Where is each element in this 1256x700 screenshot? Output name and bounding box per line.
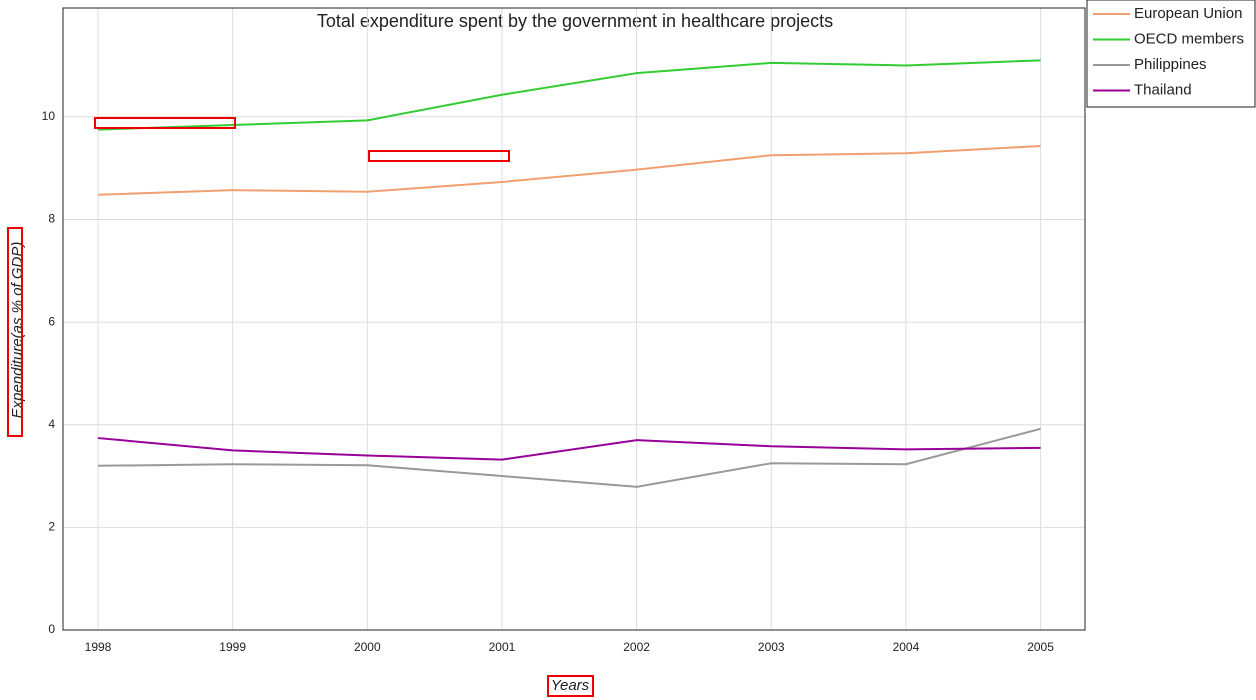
highlight-box xyxy=(368,150,510,162)
y-tick-label: 6 xyxy=(48,314,55,328)
legend: European Union OECD members Philippines Tha… xyxy=(1093,5,1244,98)
y-tick-label: 0 xyxy=(48,622,55,636)
x-tick-label: 2000 xyxy=(354,640,381,654)
grid xyxy=(63,8,1085,631)
y-axis-title: Expenditure(as % of GDP) xyxy=(9,242,26,419)
x-tick-label: 2005 xyxy=(1027,640,1054,654)
highlight-box xyxy=(94,117,236,129)
y-tick-label: 8 xyxy=(48,212,55,226)
legend-box xyxy=(1086,0,1256,108)
legend-label: OECD members xyxy=(1134,30,1244,47)
x-tick-label: 2001 xyxy=(489,640,516,654)
legend-label: Philippines xyxy=(1134,56,1207,73)
legend-label: European Union xyxy=(1134,5,1242,22)
x-tick-label: 2003 xyxy=(758,640,785,654)
series-line xyxy=(97,427,1041,488)
highlight-box xyxy=(547,675,594,697)
series-line xyxy=(97,145,1041,196)
series-line xyxy=(97,437,1041,461)
y-tick-label: 2 xyxy=(48,520,55,534)
y-tick-label: 10 xyxy=(42,109,56,123)
y-tick-label: 4 xyxy=(48,417,55,431)
x-tick-label: 2004 xyxy=(893,640,920,654)
legend-label: Thailand xyxy=(1134,81,1192,98)
series-line xyxy=(97,59,1041,131)
plot-frame xyxy=(62,7,1086,631)
chart-title: Total expenditure spent by the governmen… xyxy=(317,11,833,31)
x-tick-label: 2002 xyxy=(623,640,650,654)
x-tick-label: 1999 xyxy=(219,640,246,654)
x-axis-title: Years xyxy=(551,677,590,694)
highlight-box xyxy=(7,227,23,437)
x-tick-label: 1998 xyxy=(85,640,112,654)
lines xyxy=(97,59,1041,488)
